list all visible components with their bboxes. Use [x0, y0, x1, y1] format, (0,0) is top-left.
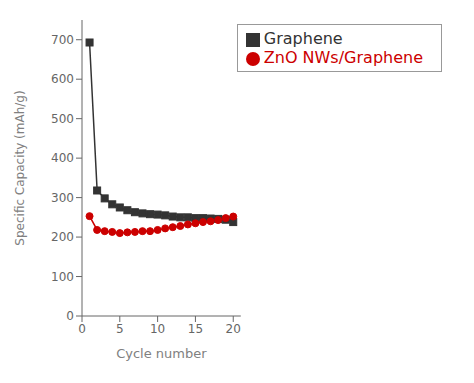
svg-text:300: 300: [51, 191, 74, 205]
svg-text:15: 15: [188, 322, 203, 336]
svg-text:Cycle number: Cycle number: [116, 346, 207, 361]
html-text:ZnO NWs/Graphene: ZnO NWs/Graphene: [263, 48, 423, 67]
svg-text:700: 700: [51, 33, 74, 47]
svg-text:600: 600: [51, 72, 74, 86]
svg-text:20: 20: [226, 322, 241, 336]
svg-text:5: 5: [116, 322, 124, 336]
html-text:Graphene: Graphene: [263, 29, 343, 48]
svg-text:Specific Capacity (mAh/g): Specific Capacity (mAh/g): [13, 90, 27, 245]
svg-text:10: 10: [150, 322, 165, 336]
svg-text:200: 200: [51, 230, 74, 244]
svg-text:0: 0: [78, 322, 86, 336]
svg-text:100: 100: [51, 270, 74, 284]
svg-text:0: 0: [66, 309, 74, 323]
svg-text:400: 400: [51, 151, 74, 165]
svg-text:500: 500: [51, 112, 74, 126]
